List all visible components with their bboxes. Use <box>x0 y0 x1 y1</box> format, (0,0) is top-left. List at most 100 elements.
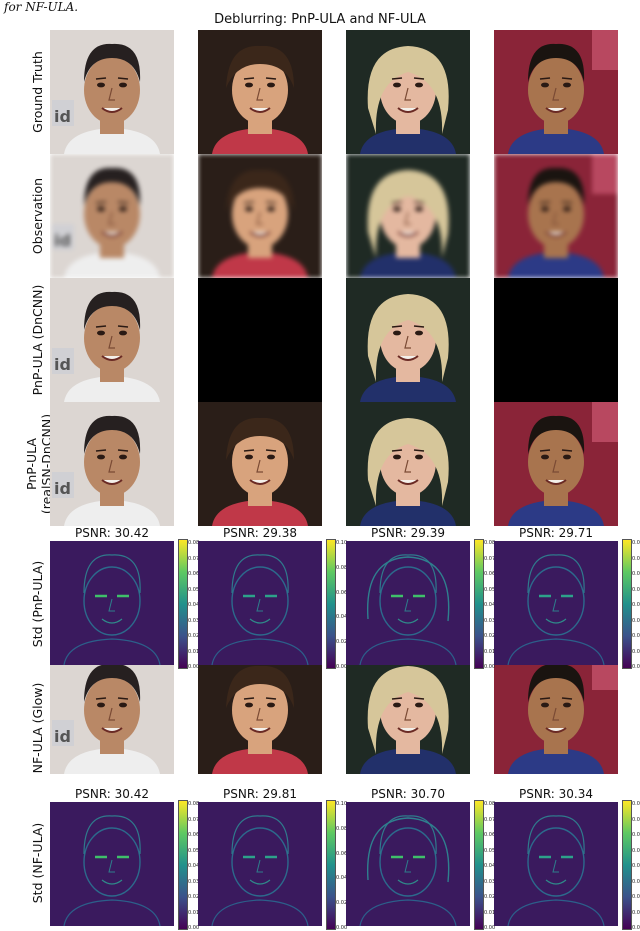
face-portrait: id <box>50 154 174 278</box>
colorbar-tick-label: 0.06 <box>336 850 348 857</box>
colorbar-tick-label: 0.08 <box>188 801 200 807</box>
colorbar-tick-label: 0.02 <box>188 633 200 639</box>
image-ground-truth-3 <box>346 30 470 154</box>
colorbar-tick-label: 0.00 <box>484 664 496 670</box>
colorbar-tick-label: 0.04 <box>336 614 348 621</box>
colorbar-tick-label: 0.06 <box>188 571 200 577</box>
image-pnp-realsn-1: id <box>50 402 174 526</box>
colorbar-tick-label: 0.05 <box>484 847 496 854</box>
std-pnp-colorbar-4 <box>622 539 632 669</box>
image-nf-glow-3 <box>346 650 470 774</box>
colorbar-tick-label: 0.00 <box>188 664 200 670</box>
std-pnp-colorbar-ticks-2: 0.00 0.02 0.04 0.06 0.08 0.10 <box>336 539 356 670</box>
colorbar-tick-label: 0.06 <box>484 571 496 577</box>
svg-text:id: id <box>54 231 71 250</box>
image-nf-glow-2 <box>198 650 322 774</box>
image-pnp-dncnn-2 <box>198 278 322 402</box>
row-label-pnp-realsn-line1: PnP-ULA <box>24 438 39 490</box>
std-nf-colorbar-1 <box>178 800 188 930</box>
row-label-ground-truth: Ground Truth <box>30 51 45 133</box>
std-pnp-map-4 <box>494 541 618 665</box>
std-pnp-colorbar-2 <box>326 539 336 669</box>
std-pnp-map-3 <box>346 541 470 665</box>
colorbar-tick-label: 0.07 <box>484 816 496 823</box>
image-observation-3 <box>346 154 470 278</box>
colorbar-tick-label: 0.08 <box>484 801 496 807</box>
std-nf-map-1 <box>50 802 174 926</box>
colorbar-tick-label: 0.06 <box>188 832 200 838</box>
psnr-pnp-4: PSNR: 29.71 <box>518 526 593 540</box>
colorbar-tick-label: 0.00 <box>632 664 640 670</box>
colorbar-tick-label: 0.03 <box>484 617 496 624</box>
row-label-std-pnp: Std (PnP-ULA) <box>30 560 45 648</box>
colorbar-tick-label: 0.04 <box>632 602 640 608</box>
colorbar-tick-label: 0.06 <box>632 571 640 577</box>
colorbar-tick-label: 0.08 <box>336 825 348 832</box>
std-nf-colorbar-4 <box>622 800 632 930</box>
colorbar-tick-label: 0.02 <box>484 633 496 639</box>
svg-text:id: id <box>54 107 71 126</box>
std-pnp-colorbar-ticks-4: 0.00 0.01 0.02 0.03 0.04 0.05 0.06 0.07 0.08 <box>632 539 640 670</box>
colorbar-tick-label: 0.02 <box>188 894 200 900</box>
colorbar-tick-label: 0.05 <box>188 847 200 854</box>
std-nf-map-3 <box>346 802 470 926</box>
face-portrait <box>346 402 470 526</box>
face-portrait <box>494 154 618 278</box>
row-label-pnp-dncnn: PnP-ULA (DnCNN) <box>30 284 45 396</box>
psnr-pnp-2: PSNR: 29.38 <box>222 526 297 540</box>
colorbar-tick-label: 0.01 <box>632 648 640 655</box>
face-portrait: id <box>50 30 174 154</box>
colorbar-tick-label: 0.04 <box>188 602 200 608</box>
std-pnp-colorbar-ticks-3: 0.00 0.01 0.02 0.03 0.04 0.05 0.06 0.07 0.08 <box>484 539 504 670</box>
colorbar-tick-label: 0.05 <box>632 847 640 854</box>
std-pnp-colorbar-ticks-1: 0.00 0.01 0.02 0.03 0.04 0.05 0.06 0.07 0.08 <box>188 539 208 670</box>
colorbar-tick-label: 0.08 <box>336 564 348 571</box>
std-pnp-colorbar-1 <box>178 539 188 669</box>
psnr-nf-3: PSNR: 30.70 <box>370 787 445 801</box>
face-portrait <box>198 154 322 278</box>
std-nf-map-2 <box>198 802 322 926</box>
colorbar-tick-label: 0.03 <box>484 878 496 885</box>
colorbar-tick-label: 0.07 <box>484 555 496 562</box>
colorbar-tick-label: 0.08 <box>632 801 640 807</box>
row-label-observation: Observation <box>30 177 45 255</box>
std-pnp-colorbar-3 <box>474 539 484 669</box>
face-portrait <box>346 30 470 154</box>
image-pnp-dncnn-4 <box>494 278 618 402</box>
colorbar-tick-label: 0.03 <box>632 617 640 624</box>
psnr-pnp-3: PSNR: 29.39 <box>370 526 445 540</box>
face-portrait <box>346 154 470 278</box>
colorbar-tick-label: 0.02 <box>632 633 640 639</box>
colorbar-tick-label: 0.06 <box>632 832 640 838</box>
colorbar-tick-label: 0.02 <box>336 900 348 907</box>
colorbar-tick-label: 0.02 <box>484 894 496 900</box>
colorbar-tick-label: 0.10 <box>336 801 348 807</box>
colorbar-tick-label: 0.04 <box>484 602 496 608</box>
colorbar-tick-label: 0.04 <box>632 863 640 869</box>
row-label-nf-glow: NF-ULA (Glow) <box>30 682 45 774</box>
figure-title: Deblurring: PnP-ULA and NF-ULA <box>214 12 426 27</box>
std-nf-colorbar-ticks-4: 0.00 0.01 0.02 0.03 0.04 0.05 0.06 0.07 0.08 <box>632 800 640 931</box>
svg-text:id: id <box>54 727 71 746</box>
psnr-nf-4: PSNR: 30.34 <box>518 787 593 801</box>
colorbar-tick-label: 0.01 <box>188 648 200 655</box>
colorbar-tick-label: 0.05 <box>632 586 640 593</box>
face-portrait: id <box>50 650 174 774</box>
image-pnp-dncnn-3 <box>346 278 470 402</box>
image-nf-glow-4 <box>494 650 618 774</box>
face-portrait <box>494 650 618 774</box>
image-pnp-dncnn-1: id <box>50 278 174 402</box>
colorbar-tick-label: 0.05 <box>484 586 496 593</box>
colorbar-tick-label: 0.08 <box>484 540 496 546</box>
image-ground-truth-2 <box>198 30 322 154</box>
colorbar-tick-label: 0.04 <box>188 863 200 869</box>
face-portrait: id <box>50 402 174 526</box>
colorbar-tick-label: 0.04 <box>484 863 496 869</box>
face-portrait <box>494 30 618 154</box>
psnr-nf-2: PSNR: 29.81 <box>222 787 297 801</box>
colorbar-tick-label: 0.02 <box>632 894 640 900</box>
colorbar-tick-label: 0.01 <box>188 909 200 916</box>
image-pnp-realsn-2 <box>198 402 322 526</box>
colorbar-tick-label: 0.03 <box>188 617 200 624</box>
colorbar-tick-label: 0.05 <box>188 586 200 593</box>
